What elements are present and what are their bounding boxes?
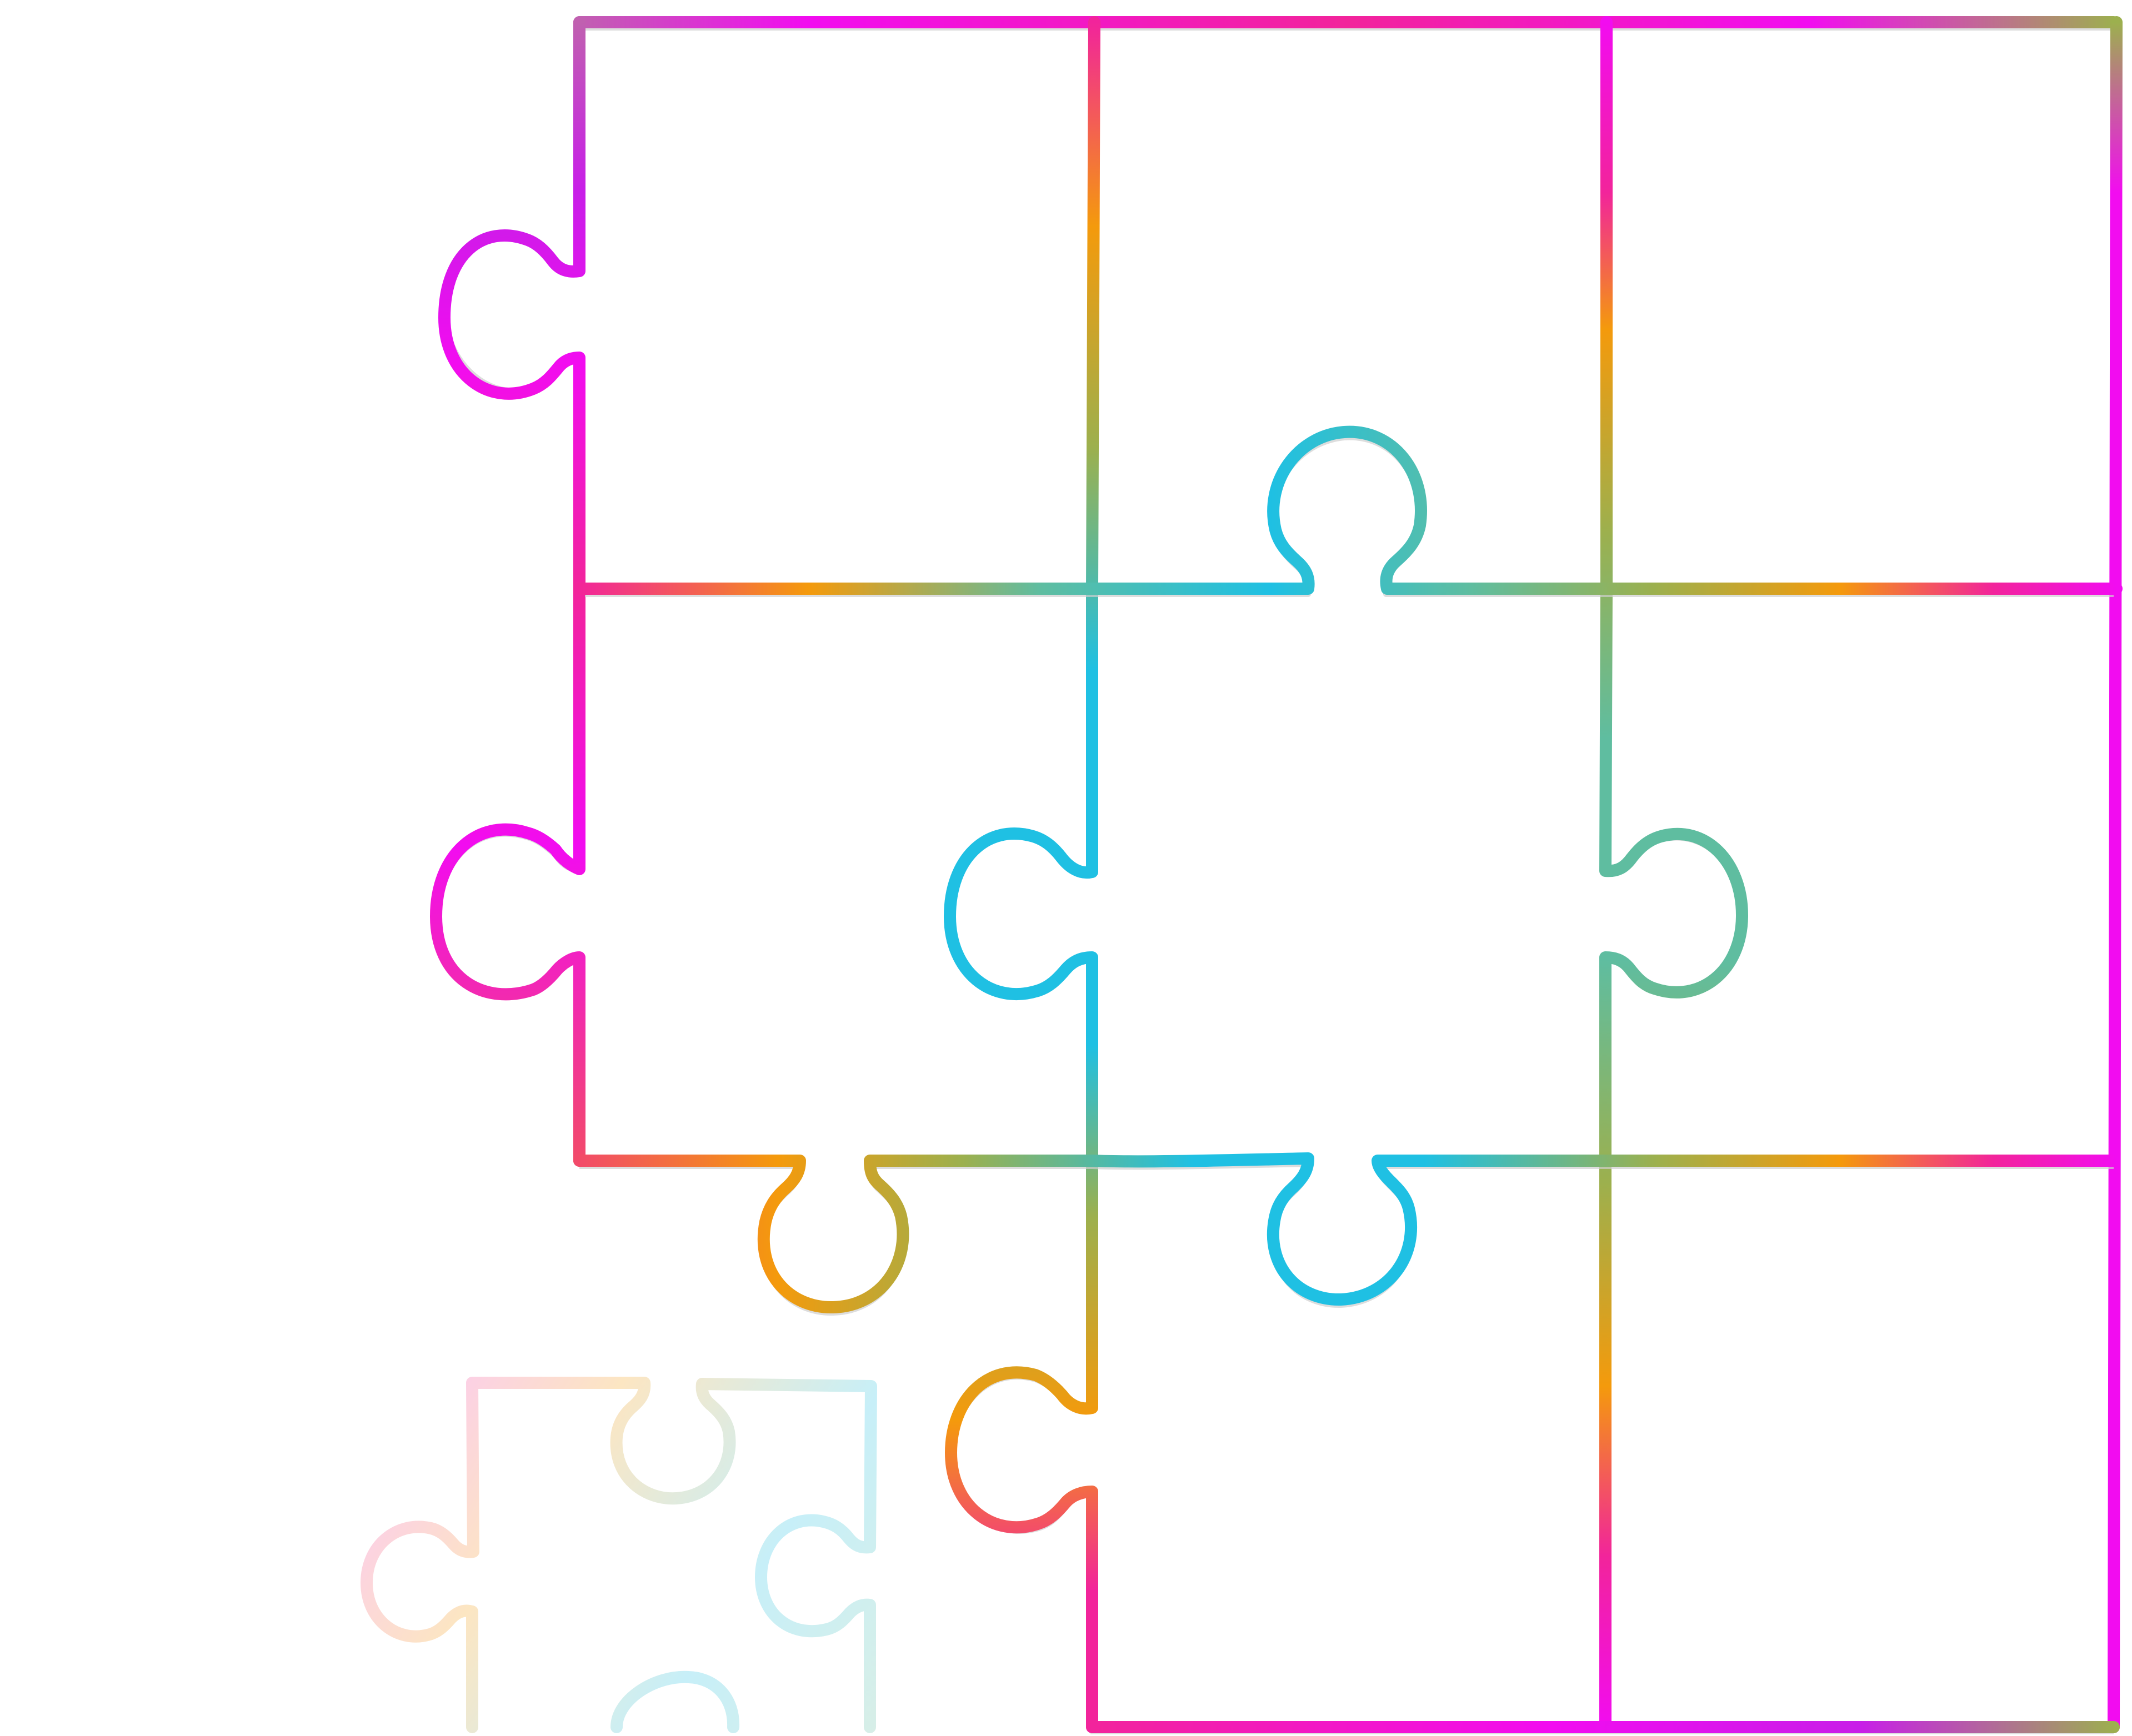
puzzle-vertical-divider-1: [944, 16, 1100, 1733]
puzzle-horizontal-divider-1: [573, 425, 2123, 597]
piece-top-left-left-edge: [438, 16, 585, 595]
puzzle-bottom-edge: [1086, 1721, 2120, 1734]
loose-puzzle-piece: [361, 1377, 877, 1733]
puzzle-vertical-divider-2: [1599, 16, 1748, 1733]
puzzle-horizontal-divider-2: [573, 1152, 2120, 1316]
puzzle-right-edge: [2108, 16, 2123, 1733]
piece-middle-left-left-edge: [430, 583, 585, 1167]
puzzle-top-edge: [573, 16, 2120, 31]
